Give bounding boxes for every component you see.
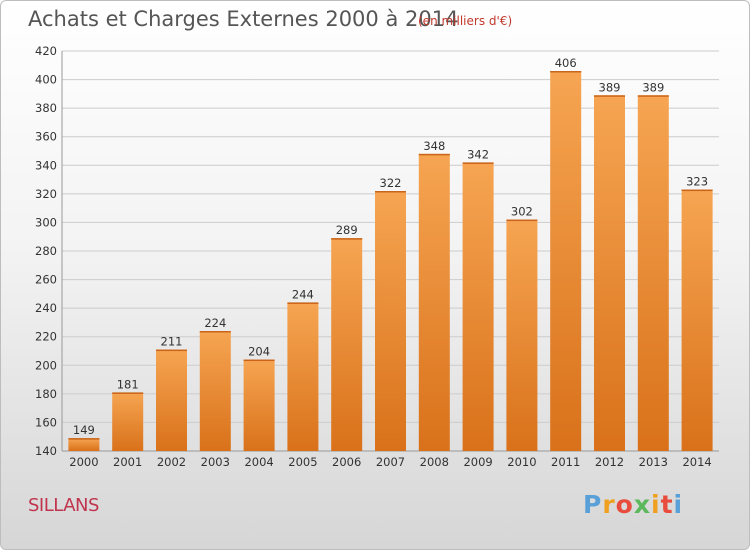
y-tick-label: 420 [35,44,57,58]
bar-top-edge [462,162,494,164]
bar [462,162,494,451]
bars [68,71,713,452]
bar [68,438,100,451]
x-tick-label: 2010 [507,455,536,469]
chart-title: Achats et Charges Externes 2000 à 2014 [28,7,459,31]
bar [112,392,144,451]
y-tick-label: 380 [35,101,57,115]
y-tick-label: 180 [35,387,57,401]
data-label: 389 [599,80,621,94]
x-tick-label: 2009 [463,455,492,469]
bar-top-edge [331,238,363,240]
x-tick-label: 2000 [69,455,98,469]
x-tick-label: 2001 [113,455,142,469]
y-tick-label: 300 [35,215,57,229]
y-tick-label: 160 [35,415,57,429]
bar-top-edge [418,153,450,156]
data-label: 406 [555,56,577,70]
x-tick-label: 2013 [639,455,668,469]
bar [331,238,363,451]
bar [243,359,275,451]
bar-top-edge [550,71,582,73]
x-tick-label: 2005 [288,455,317,469]
bar-top-edge [243,359,275,362]
bar-top-edge [287,302,319,304]
data-label: 348 [423,139,445,153]
bar [681,189,713,452]
y-tick-label: 260 [35,273,57,287]
x-axis-ticks: 2000 2001 2002 2003 2004 2005 2006 2007 2008 2009… [69,455,711,469]
bar [375,191,406,451]
data-label: 149 [73,423,95,437]
y-tick-label: 340 [35,158,57,172]
data-label: 204 [248,345,270,359]
data-label: 224 [204,316,226,330]
bar-top-edge [681,189,713,192]
bar-top-edge [594,95,625,97]
bar [594,95,625,452]
bar-top-edge [68,438,100,440]
x-tick-label: 2011 [551,455,580,469]
x-tick-label: 2004 [244,455,273,469]
bar [550,71,582,451]
commune-name: SILLANS [28,495,99,516]
data-label: 211 [161,335,183,349]
bar-top-edge [112,392,144,394]
y-tick-label: 220 [35,330,57,344]
y-axis-ticks: 140 160 180 200 220 240 260 280 300 320 340 360 380 4… [35,44,57,458]
x-tick-label: 2008 [420,455,449,469]
proxiti-logo[interactable]: Proxiti [583,490,684,519]
bar-top-edge [506,219,538,222]
y-tick-label: 280 [35,244,57,258]
data-labels: 149 181 211 224 204 244 289 322 348 342 302 406 389 3… [73,56,708,437]
data-label: 389 [642,80,664,94]
data-label: 342 [467,147,489,161]
bar-top-edge [375,191,406,193]
y-tick-label: 320 [35,187,57,201]
bar-top-edge [199,331,231,333]
y-tick-label: 140 [35,444,57,458]
y-tick-label: 400 [35,73,57,87]
x-tick-label: 2012 [595,455,624,469]
data-label: 289 [336,223,358,237]
bar-top-edge [637,95,669,97]
bar [287,302,319,451]
data-label: 244 [292,287,314,301]
bar-top-edge [156,349,187,352]
x-tick-label: 2006 [332,455,361,469]
y-tick-label: 240 [35,301,57,315]
data-label: 323 [686,175,708,189]
y-tick-label: 200 [35,358,57,372]
bar [199,331,231,451]
chart-subtitle: (en milliers d'€) [418,14,513,28]
bar [418,153,450,451]
data-label: 322 [380,176,402,190]
data-label: 302 [511,205,533,219]
data-label: 181 [117,377,139,391]
x-tick-label: 2007 [376,455,405,469]
x-tick-label: 2002 [157,455,186,469]
bar [506,219,538,451]
y-tick-label: 360 [35,130,57,144]
x-tick-label: 2003 [201,455,230,469]
bar [156,349,187,451]
x-tick-label: 2014 [682,455,711,469]
bar [637,95,669,452]
